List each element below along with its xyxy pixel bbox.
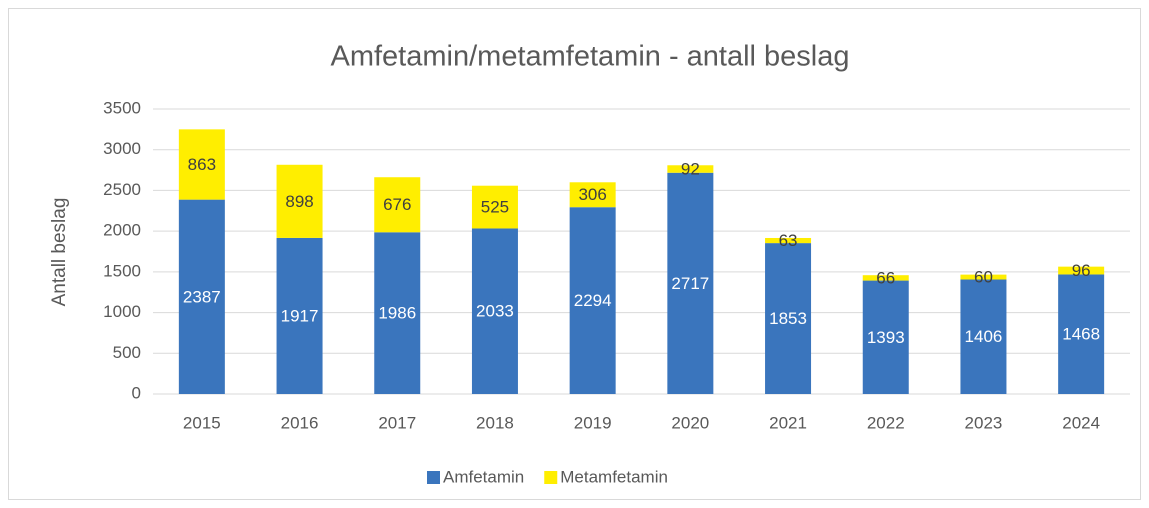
- data-label: 1917: [281, 306, 319, 325]
- data-label: 1406: [965, 327, 1003, 346]
- data-label: 1986: [378, 304, 416, 323]
- bar-segment: [667, 172, 714, 394]
- data-label: 92: [681, 159, 700, 178]
- bar-segment: [765, 243, 812, 394]
- data-label: 898: [285, 192, 313, 211]
- bar-segment: [471, 185, 518, 229]
- bar-segment: [862, 280, 909, 394]
- bar-segment: [569, 182, 616, 208]
- bar-segment: [374, 177, 421, 233]
- x-tick-label: 2019: [574, 413, 612, 432]
- x-tick-label: 2018: [476, 413, 514, 432]
- y-tick-label: 3000: [103, 139, 141, 158]
- y-tick-label: 500: [113, 343, 141, 362]
- chart-title: Amfetamin/metamfetamin - antall beslag: [331, 41, 850, 73]
- bar-segment: [1058, 274, 1105, 394]
- data-label: 2717: [671, 274, 709, 293]
- data-label: 96: [1072, 261, 1091, 280]
- x-tick-label: 2024: [1062, 413, 1100, 432]
- data-label: 1468: [1062, 325, 1100, 344]
- data-label: 306: [578, 185, 606, 204]
- bar-segment: [667, 165, 714, 173]
- data-label: 2294: [574, 291, 612, 310]
- x-tick-label: 2020: [671, 413, 709, 432]
- legend-swatch: [544, 471, 558, 484]
- x-tick-label: 2017: [378, 413, 416, 432]
- data-label: 1393: [867, 328, 905, 347]
- legend-label: Amfetamin: [443, 467, 524, 486]
- data-label: 676: [383, 195, 411, 214]
- data-label: 525: [481, 198, 509, 217]
- bar-segment: [765, 237, 812, 244]
- y-axis-label: Antall beslag: [49, 198, 70, 307]
- bar-segment: [471, 228, 518, 394]
- data-label: 2387: [183, 287, 221, 306]
- data-label: 60: [974, 268, 993, 287]
- x-tick-label: 2021: [769, 413, 807, 432]
- data-label: 63: [779, 231, 798, 250]
- x-tick-label: 2023: [965, 413, 1003, 432]
- y-tick-label: 2500: [103, 180, 141, 199]
- x-tick-label: 2016: [281, 413, 319, 432]
- data-label: 1853: [769, 309, 807, 328]
- data-label: 863: [188, 155, 216, 174]
- bar-segment: [276, 164, 323, 238]
- data-label: 2033: [476, 302, 514, 321]
- bar-segment: [178, 199, 225, 394]
- y-tick-label: 0: [132, 383, 141, 402]
- y-tick-label: 3500: [103, 98, 141, 117]
- legend-label: Metamfetamin: [560, 467, 668, 486]
- y-tick-label: 1000: [103, 302, 141, 321]
- bar-segment: [1058, 266, 1105, 275]
- x-tick-label: 2015: [183, 413, 221, 432]
- legend-swatch: [427, 471, 440, 484]
- x-tick-label: 2022: [867, 413, 905, 432]
- y-tick-label: 2000: [103, 221, 141, 240]
- bar-segment: [862, 275, 909, 281]
- y-tick-label: 1500: [103, 261, 141, 280]
- bar-segment: [569, 207, 616, 394]
- bar-segment: [178, 129, 225, 200]
- bar-segment: [960, 279, 1007, 394]
- data-label: 66: [876, 268, 895, 287]
- bar-segment: [374, 232, 421, 394]
- bar-segment: [960, 274, 1007, 280]
- bar-segment: [276, 237, 323, 394]
